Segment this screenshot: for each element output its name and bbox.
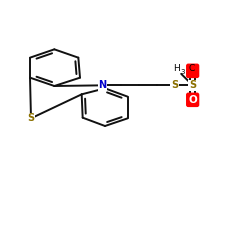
Text: C: C xyxy=(189,64,195,72)
Text: S: S xyxy=(189,80,196,90)
Text: N: N xyxy=(98,80,107,90)
Text: H: H xyxy=(173,64,180,72)
Text: O: O xyxy=(188,66,197,76)
Text: O: O xyxy=(188,95,197,105)
Text: S: S xyxy=(171,80,178,90)
Text: S: S xyxy=(28,113,34,123)
Text: 3: 3 xyxy=(181,69,185,75)
